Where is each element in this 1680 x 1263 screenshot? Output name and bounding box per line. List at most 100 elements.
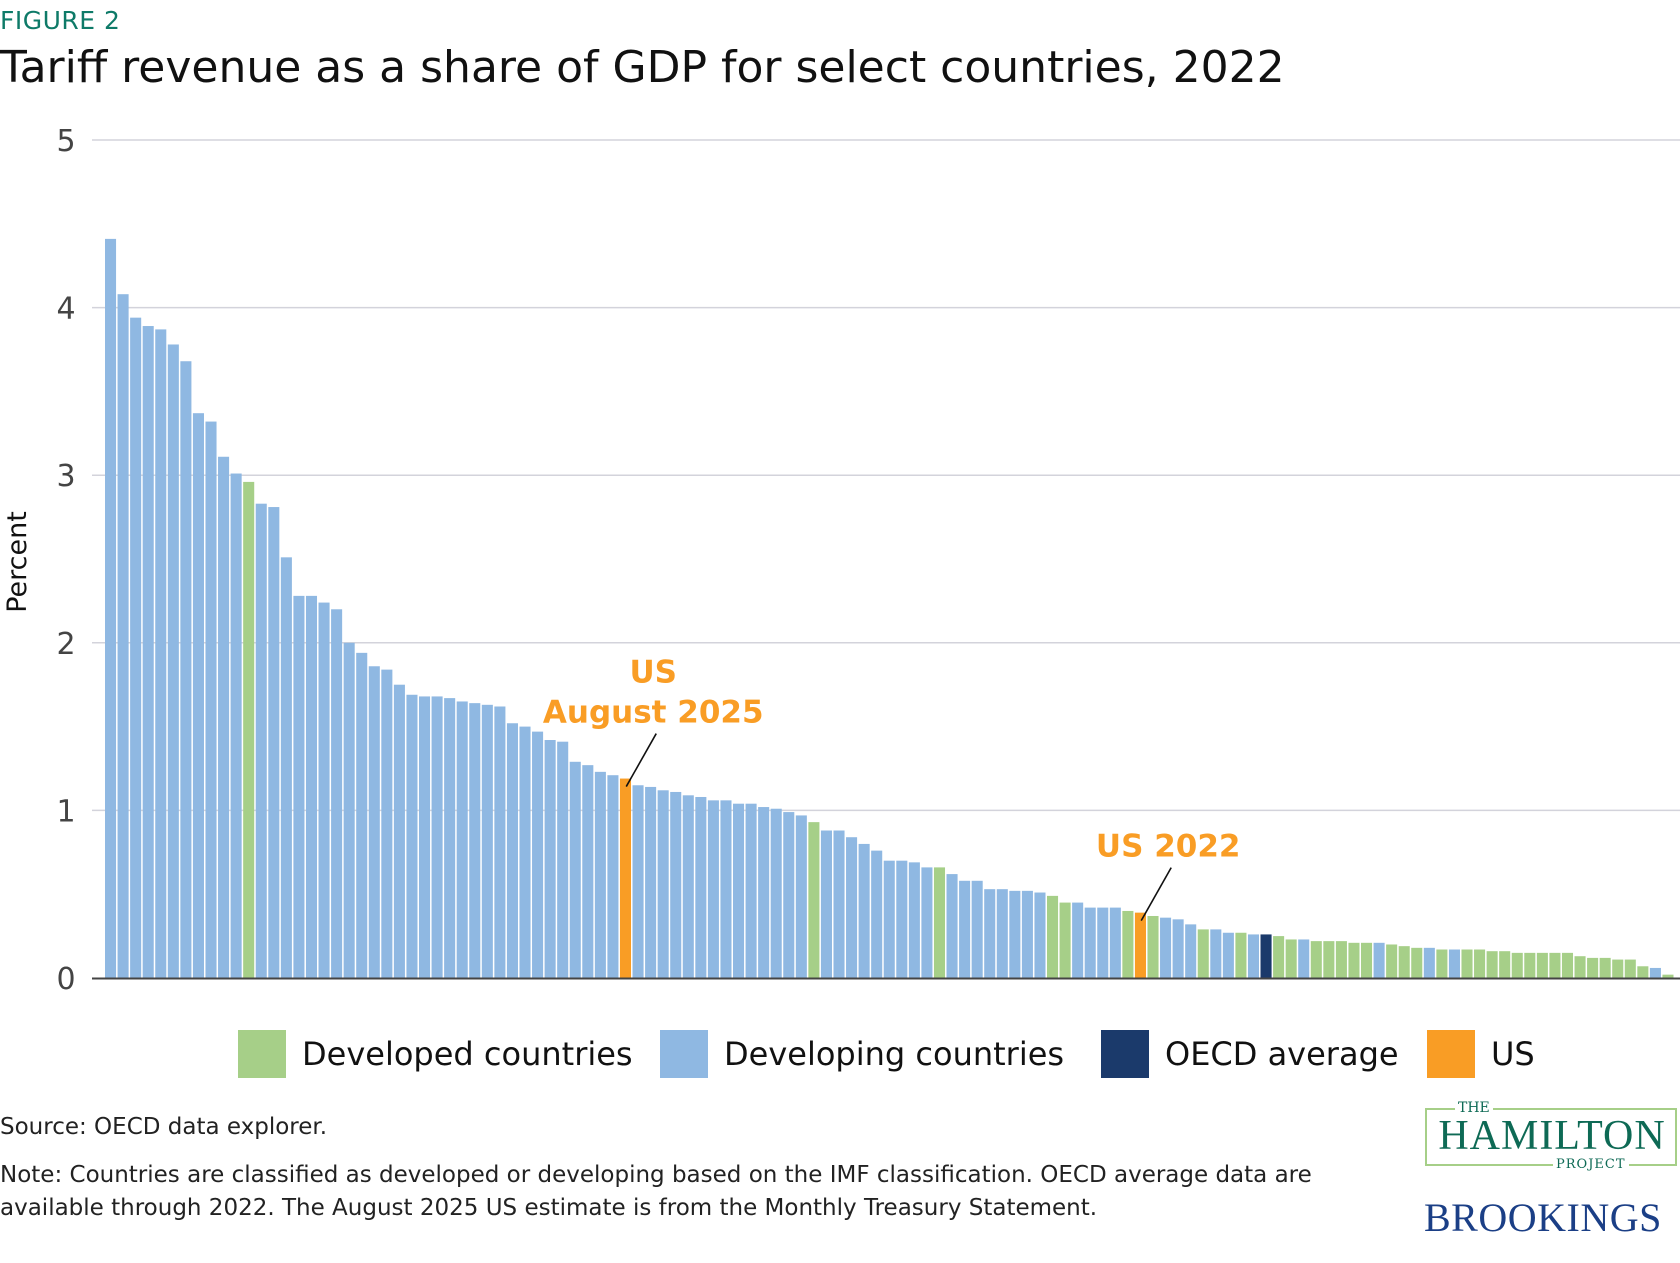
bar-developed <box>1612 959 1624 978</box>
bar-developing <box>356 652 368 978</box>
bar-developing <box>230 473 242 978</box>
bar-developed <box>1411 947 1423 978</box>
bar-developing <box>419 696 431 978</box>
bar-chart: 0 1 2 3 4 5 Percent US August 2025 US 2022 <box>2 124 1680 997</box>
bar-developing <box>444 698 456 978</box>
bar-developing <box>167 344 179 978</box>
bar-developing <box>130 317 142 978</box>
bar-developing <box>707 800 719 978</box>
bar-developed <box>933 867 946 978</box>
bar-developed <box>1662 974 1674 978</box>
bar-developed <box>1536 952 1548 978</box>
legend-item-developing: Developing countries <box>660 1030 1064 1078</box>
bar-developing <box>582 765 594 978</box>
bar-developing <box>305 595 318 978</box>
bar-developed <box>1235 932 1247 978</box>
source-text: Source: OECD data explorer. <box>0 1114 328 1140</box>
bar-developed <box>1285 939 1297 978</box>
legend: Developed countries Developing countries… <box>0 1030 1680 1080</box>
bar-developing <box>218 456 230 978</box>
legend-label: Developed countries <box>302 1035 633 1073</box>
bar-developing <box>494 706 506 978</box>
bar-developing <box>1172 919 1184 978</box>
brookings-logo: BROOKINGS <box>1424 1195 1662 1240</box>
bar-developed <box>1348 942 1360 978</box>
bar-developing <box>1373 942 1385 978</box>
bar-developed <box>1599 957 1611 978</box>
bar-developed <box>1524 952 1536 978</box>
bar-developing <box>695 796 707 978</box>
bar-developing <box>293 595 305 978</box>
legend-label: Developing countries <box>724 1035 1065 1073</box>
bar-developed <box>1436 949 1448 978</box>
bar-developing <box>758 807 770 978</box>
hamilton-logo-the: THE <box>1455 1100 1493 1116</box>
annotation-label: US 2022 <box>1096 829 1241 865</box>
legend-label: US <box>1491 1035 1535 1073</box>
bar-developing <box>846 837 858 978</box>
bar-developing <box>506 723 518 978</box>
figure-label: FIGURE 2 <box>0 6 121 35</box>
bar-developed <box>1499 951 1511 978</box>
bar-developing <box>1160 917 1172 978</box>
bars <box>105 238 1674 978</box>
bar-developed <box>1637 966 1649 978</box>
bar-developing <box>331 609 343 978</box>
bar-developing <box>1423 947 1435 978</box>
bar-developed <box>1511 952 1523 978</box>
bar-developed <box>1310 941 1322 978</box>
bar-developing <box>557 741 569 978</box>
bar-developing <box>946 874 958 978</box>
bar-developing <box>381 669 393 978</box>
legend-swatch-developed <box>238 1030 286 1078</box>
hamilton-logo-project: PROJECT <box>1553 1157 1629 1172</box>
bar-developing <box>783 812 795 978</box>
bar-developing <box>1298 939 1310 978</box>
bar-developing <box>745 803 757 978</box>
bar-developing <box>896 860 908 978</box>
bar-developing <box>996 889 1008 978</box>
bar-us <box>1134 912 1146 978</box>
bar-developed <box>1461 949 1473 978</box>
bar-developing <box>883 860 895 978</box>
bar-developing <box>1185 924 1197 978</box>
bar-developing <box>280 557 292 978</box>
legend-swatch-oecd <box>1101 1030 1149 1078</box>
bar-developed <box>1323 941 1335 978</box>
bar-developing <box>205 421 217 978</box>
bar-developing <box>1222 932 1234 978</box>
bar-developing <box>469 703 481 978</box>
hamilton-logo-frame <box>1425 1108 1677 1166</box>
bar-developing <box>1210 929 1222 978</box>
y-tick-labels: 0 1 2 3 4 5 <box>56 124 75 997</box>
bar-developing <box>105 238 117 978</box>
bar-developing <box>657 790 669 978</box>
bar-developing <box>733 803 745 978</box>
note-text: Note: Countries are classified as develo… <box>0 1162 1312 1221</box>
bar-developing <box>795 815 807 978</box>
y-tick-label: 2 <box>56 627 75 662</box>
bar-developing <box>481 704 493 978</box>
bar-developing <box>607 775 619 978</box>
gridlines <box>92 139 1680 812</box>
bar-developed <box>1273 936 1285 978</box>
bar-developing <box>406 694 418 978</box>
bar-developing <box>1097 907 1109 978</box>
bar-developing <box>456 701 468 978</box>
bar-developed <box>1561 952 1574 978</box>
bar-developing <box>318 602 330 978</box>
bar-developed <box>1122 910 1134 978</box>
annotation-leader-line <box>625 733 657 787</box>
bar-developing <box>192 413 204 978</box>
bar-developing <box>959 880 971 978</box>
bar-developing <box>1084 907 1096 978</box>
bar-developing <box>1034 892 1046 978</box>
bar-developing <box>431 696 443 978</box>
bar-us <box>619 778 632 978</box>
bar-developing <box>569 761 581 978</box>
annotation-label: August 2025 <box>543 695 764 731</box>
bar-developing <box>594 771 606 978</box>
bar-developing <box>1649 967 1661 978</box>
bar-developed <box>1624 959 1636 978</box>
bar-developing <box>1109 907 1121 978</box>
